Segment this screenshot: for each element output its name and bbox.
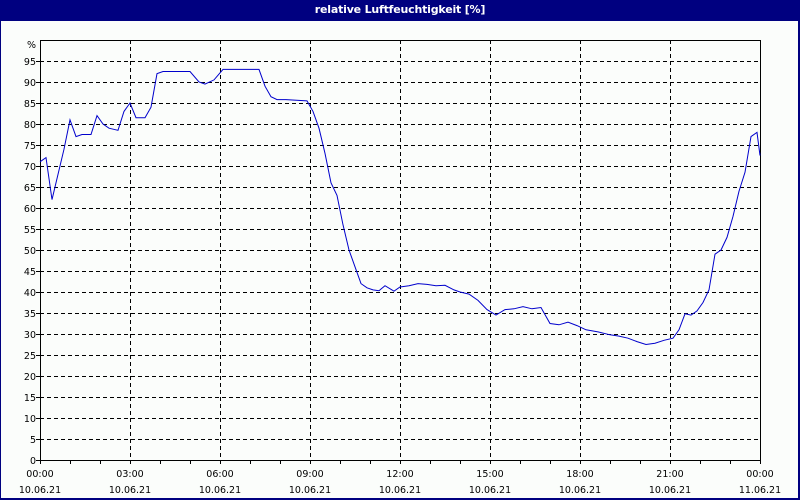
- x-tick-date: 10.06.21: [109, 485, 151, 496]
- y-tick-label: 45: [24, 267, 36, 278]
- x-tick-date: 10.06.21: [379, 485, 421, 496]
- x-tick-time: 03:00: [116, 469, 143, 480]
- chart-canvas: 0 5 10 15 20 25 30 35 40 45 50 55 60 65 70 75 80 85 90 95% …: [1, 21, 798, 498]
- x-tick-date: 11.06.21: [739, 485, 781, 496]
- y-tick-label: 95: [24, 57, 36, 68]
- y-tick-label: 0: [30, 456, 36, 467]
- x-tick-date: 10.06.21: [649, 485, 691, 496]
- y-tick-label: 15: [24, 393, 36, 404]
- chart-title: relative Luftfeuchtigkeit [%]: [0, 0, 800, 20]
- y-tick-label: 80: [24, 120, 36, 131]
- y-tick-label: 30: [24, 330, 36, 341]
- y-tick-label: 65: [24, 183, 36, 194]
- x-tick-time: 06:00: [206, 469, 233, 480]
- y-tick-label: 90: [24, 78, 36, 89]
- x-tick-time: 12:00: [386, 469, 413, 480]
- x-tick-date: 10.06.21: [289, 485, 331, 496]
- x-tick-time: 09:00: [296, 469, 323, 480]
- y-tick-label: 50: [24, 246, 36, 257]
- y-tick-label: 40: [24, 288, 36, 299]
- y-axis-labels: 0 5 10 15 20 25 30 35 40 45 50 55 60 65 70 75 80 85 90 95%: [24, 40, 36, 467]
- y-tick-label: %: [27, 40, 36, 51]
- y-tick-label: 60: [24, 204, 36, 215]
- x-tick-time: 00:00: [746, 469, 773, 480]
- y-tick-label: 55: [24, 225, 36, 236]
- grid-lines: [40, 40, 760, 460]
- x-tick-time: 21:00: [656, 469, 683, 480]
- y-tick-label: 85: [24, 99, 36, 110]
- humidity-line: [39, 68, 761, 346]
- x-tick-time: 18:00: [566, 469, 593, 480]
- x-tick-date: 10.06.21: [559, 485, 601, 496]
- x-tick-date: 10.06.21: [19, 485, 61, 496]
- y-tick-label: 70: [24, 162, 36, 173]
- x-tick-date: 10.06.21: [199, 485, 241, 496]
- y-tick-label: 75: [24, 141, 36, 152]
- x-tick-time: 15:00: [476, 469, 503, 480]
- x-tick-time: 00:00: [26, 469, 53, 480]
- y-tick-label: 5: [30, 435, 36, 446]
- x-axis-labels: 00:00 10.06.21 03:00 10.06.21 06:00 10.06.21 0…: [19, 469, 781, 496]
- line-chart: 05101520253035404550556065707580859095% …: [19, 40, 781, 496]
- y-tick-label: 20: [24, 372, 36, 383]
- x-tick-date: 10.06.21: [469, 485, 511, 496]
- y-tick-label: 25: [24, 351, 36, 362]
- y-tick-label: 35: [24, 309, 36, 320]
- axes: [36, 40, 761, 464]
- y-tick-label: 10: [24, 414, 36, 425]
